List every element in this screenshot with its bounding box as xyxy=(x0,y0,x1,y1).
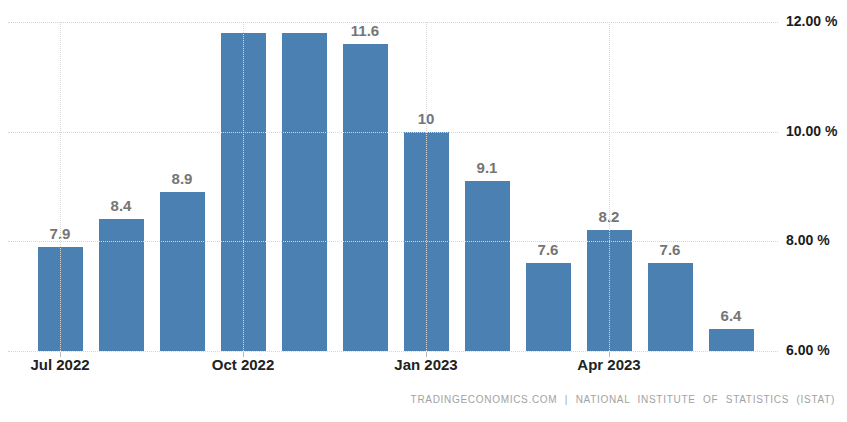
bar-value-label: 11.6 xyxy=(335,22,395,39)
bar-may-2023[interactable] xyxy=(648,263,693,351)
bar-sep-2022[interactable] xyxy=(160,192,205,351)
bar-value-label: 8.4 xyxy=(91,197,151,214)
y-axis-tick-label: 6.00 % xyxy=(786,342,830,358)
y-gridline xyxy=(8,132,778,133)
source-attribution: TRADINGECONOMICS.COM | NATIONAL INSTITUT… xyxy=(411,394,835,405)
y-gridline xyxy=(8,351,778,352)
bar-value-label: 9.1 xyxy=(457,159,517,176)
x-gridline xyxy=(426,22,427,351)
x-gridline xyxy=(609,22,610,351)
y-axis-tick-label: 12.00 % xyxy=(786,13,837,29)
bar-value-label: 6.4 xyxy=(701,307,761,324)
x-axis-tick-label: Apr 2023 xyxy=(549,356,669,373)
bar-feb-2023[interactable] xyxy=(465,181,510,351)
bar-nov-2022[interactable] xyxy=(282,33,327,351)
bar-dec-2022[interactable] xyxy=(343,44,388,351)
bar-mar-2023[interactable] xyxy=(526,263,571,351)
x-gridline xyxy=(243,22,244,351)
x-axis-tick xyxy=(243,352,244,357)
x-axis-tick xyxy=(60,352,61,357)
bar-aug-2022[interactable] xyxy=(99,219,144,351)
bar-value-label: 7.6 xyxy=(640,241,700,258)
bar-jun-2023[interactable] xyxy=(709,329,754,351)
x-gridline xyxy=(60,22,61,351)
y-gridline xyxy=(8,241,778,242)
x-axis-tick xyxy=(426,352,427,357)
y-axis-tick-label: 8.00 % xyxy=(786,232,830,248)
x-axis-tick-label: Jan 2023 xyxy=(366,356,486,373)
bar-value-label: 8.9 xyxy=(152,170,212,187)
bar-value-label: 7.6 xyxy=(518,241,578,258)
x-axis-tick-label: Oct 2022 xyxy=(183,356,303,373)
x-axis-tick-label: Jul 2022 xyxy=(0,356,120,373)
y-gridline xyxy=(8,22,778,23)
x-axis-tick xyxy=(609,352,610,357)
inflation-bar-chart: 6.47.68.27.69.11011.611.811.88.98.47.9Ap… xyxy=(0,0,847,422)
y-axis-tick-label: 10.00 % xyxy=(786,123,837,139)
